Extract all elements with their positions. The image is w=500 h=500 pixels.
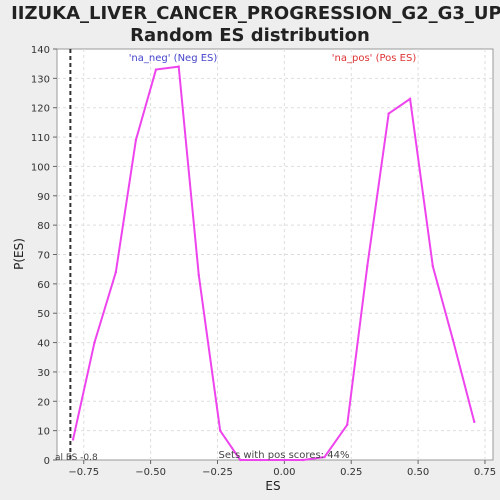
y-tick-label: 50 [37, 309, 50, 320]
y-tick-label: 10 [37, 427, 50, 438]
y-tick-label: 80 [37, 221, 50, 232]
data-point [239, 458, 242, 462]
x-tick-label: 0.75 [474, 467, 496, 478]
chart-title-line2: Random ES distribution [130, 25, 370, 46]
data-point [387, 112, 390, 115]
x-tick-label: 0.00 [273, 467, 295, 478]
data-points [71, 65, 476, 462]
y-tick-label: 0 [44, 456, 50, 467]
y-tick-label: 140 [31, 45, 50, 56]
data-point [283, 458, 286, 462]
y-tick-label: 100 [31, 162, 50, 173]
actual-es-label: al ES -0.8 [55, 453, 98, 463]
x-tick-label: −0.50 [135, 467, 166, 478]
data-point [473, 420, 476, 424]
data-point [301, 458, 305, 462]
data-point [177, 65, 180, 68]
x-tick-label: −0.75 [68, 467, 99, 478]
neg-es-label: 'na_neg' (Neg ES) [129, 53, 218, 64]
data-point [93, 341, 96, 344]
y-tick-label: 20 [37, 397, 50, 408]
data-point [218, 429, 222, 432]
data-point [71, 438, 75, 441]
x-tick-label: 0.25 [340, 467, 362, 478]
y-tick-label: 40 [37, 339, 50, 350]
data-point [346, 423, 349, 426]
x-tick-label: −0.25 [202, 467, 233, 478]
axis-ticks: 0 10 20 30 40 50 60 70 80 90 100 110 120 130 140 −0.75 −… [31, 45, 496, 478]
data-point [366, 265, 369, 268]
data-point [114, 270, 118, 274]
data-point [408, 97, 412, 101]
data-point [134, 138, 138, 142]
x-axis-label: ES [265, 479, 280, 493]
y-tick-label: 120 [31, 104, 50, 115]
y-axis-label: P(ES) [12, 238, 26, 270]
y-tick-label: 60 [37, 280, 50, 291]
data-point [431, 265, 435, 268]
y-tick-label: 130 [31, 74, 50, 85]
data-point [323, 455, 326, 459]
pos-scores-label: Sets with pos scores: 44% [219, 450, 350, 461]
pos-es-label: 'na_pos' (Pos ES) [332, 53, 417, 64]
y-tick-label: 90 [37, 192, 50, 203]
x-tick-label: 0.50 [407, 467, 429, 478]
data-point [259, 458, 262, 462]
y-tick-label: 30 [37, 368, 50, 379]
es-distribution-curve [72, 65, 476, 461]
y-tick-label: 110 [31, 133, 50, 144]
data-point [154, 68, 158, 71]
data-point [451, 338, 455, 341]
data-point [197, 273, 200, 277]
y-tick-label: 70 [37, 251, 50, 262]
chart-title-line1: IIZUKA_LIVER_CANCER_PROGRESSION_G2_G3_UP… [11, 3, 500, 24]
